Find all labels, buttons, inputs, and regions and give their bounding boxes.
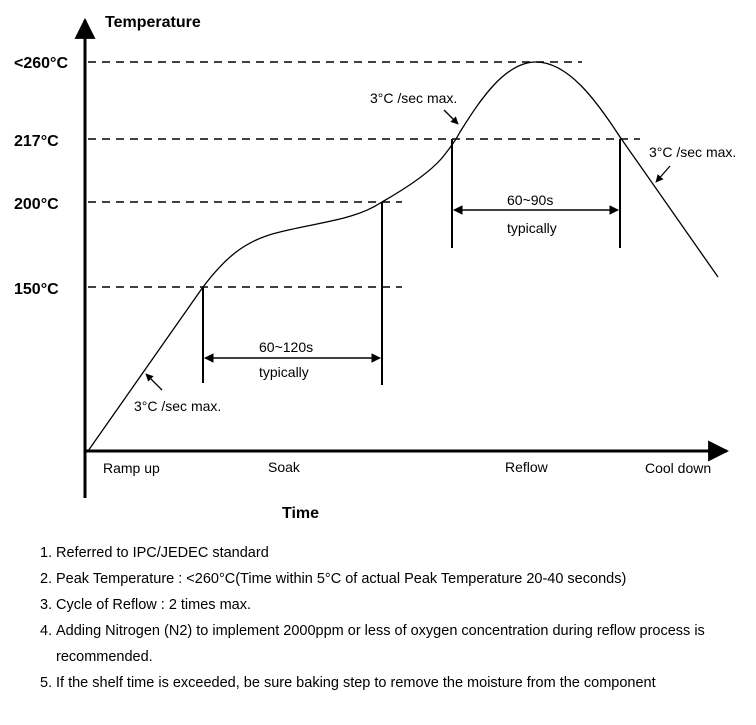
phase-ramp-up: Ramp up: [103, 460, 160, 476]
note-number: 1.: [40, 545, 53, 561]
temp-label-217: 217°C: [14, 133, 59, 150]
note-item: 3. Cycle of Reflow : 2 times max.: [40, 592, 740, 618]
reflow-note-label: typically: [507, 220, 557, 236]
note-item: 1. Referred to IPC/JEDEC standard: [40, 540, 740, 566]
note-text: Cycle of Reflow : 2 times max.: [56, 597, 251, 613]
notes-list: 1. Referred to IPC/JEDEC standard 2. Pea…: [40, 540, 740, 696]
y-axis-title: Temperature: [105, 14, 201, 31]
peak-rise-rate-pointer: [443, 109, 459, 125]
note-number: 5.: [40, 675, 53, 691]
note-item: 5. If the shelf time is exceeded, be sur…: [40, 670, 740, 696]
note-number: 3.: [40, 597, 53, 613]
note-number: 4.: [40, 623, 53, 639]
note-text: Referred to IPC/JEDEC standard: [56, 545, 269, 561]
peak-rise-rate-label: 3°C /sec max.: [370, 90, 457, 106]
ramp-rate-label: 3°C /sec max.: [134, 398, 221, 414]
temp-label-260: <260°C: [14, 55, 68, 72]
temp-label-200: 200°C: [14, 196, 59, 213]
note-text: Peak Temperature : <260°C(Time within 5°…: [56, 571, 627, 587]
soak-duration-label: 60~120s: [259, 339, 313, 355]
cool-rate-pointer: [655, 165, 671, 183]
note-item: 4. Adding Nitrogen (N2) to implement 200…: [40, 618, 740, 670]
x-axis-title: Time: [282, 505, 319, 522]
ramp-rate-pointer: [145, 373, 163, 391]
note-text: If the shelf time is exceeded, be sure b…: [56, 675, 656, 691]
soak-note-label: typically: [259, 364, 309, 380]
note-text: Adding Nitrogen (N2) to implement 2000pp…: [56, 623, 705, 665]
note-number: 2.: [40, 571, 53, 587]
phase-soak: Soak: [268, 459, 301, 475]
cool-rate-label: 3°C /sec max.: [649, 144, 736, 160]
reflow-duration-label: 60~90s: [507, 192, 553, 208]
note-item: 2. Peak Temperature : <260°C(Time within…: [40, 566, 740, 592]
phase-reflow: Reflow: [505, 459, 549, 475]
temp-label-150: 150°C: [14, 281, 59, 298]
phase-cool-down: Cool down: [645, 460, 711, 476]
temperature-profile-curve: [87, 61, 719, 452]
